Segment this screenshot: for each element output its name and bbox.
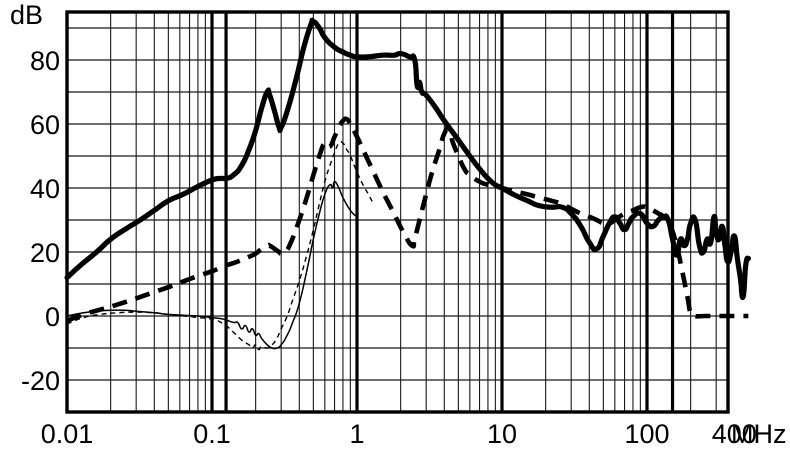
y-tick-label-20: 20 (30, 238, 60, 268)
y-tick-label-80: 80 (30, 46, 60, 76)
x-axis-unit-label: MHz (731, 419, 787, 449)
y-tick-label-40: 40 (30, 174, 60, 204)
curve-thick-solid (64, 17, 751, 301)
plot-frame (65, 10, 730, 414)
x-tick-label-100: 100 (624, 419, 669, 449)
x-axis-tick-labels: 0.01 0.1 1 10 100 400 (41, 419, 757, 449)
x-tick-label-10: 10 (487, 419, 517, 449)
x-tick-label-0.01: 0.01 (41, 419, 94, 449)
vertical-minor-gridlines (110, 12, 717, 412)
curve-thin-solid (66, 180, 358, 350)
x-tick-label-400: 400 (712, 419, 757, 449)
data-curves (64, 17, 751, 351)
x-tick-label-1: 1 (349, 419, 364, 449)
vertical-decade-gridlines (210, 12, 675, 412)
horizontal-gridlines (67, 27, 728, 381)
y-tick-label-60: 60 (30, 110, 60, 140)
y-tick-label-0: 0 (45, 302, 60, 332)
y-axis-tick-labels: 80 60 40 20 0 -20 (21, 46, 60, 396)
y-tick-label--20: -20 (21, 366, 60, 396)
x-tick-label-0.1: 0.1 (193, 419, 231, 449)
y-axis-unit-label: dB (10, 0, 43, 30)
